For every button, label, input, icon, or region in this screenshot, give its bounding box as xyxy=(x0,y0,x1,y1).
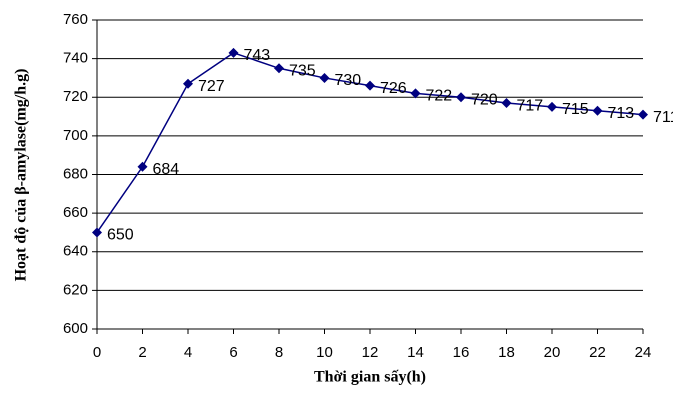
y-tick-label: 640 xyxy=(63,243,88,260)
marker xyxy=(92,227,102,238)
value-label: 722 xyxy=(426,88,453,105)
x-tick-label: 6 xyxy=(229,344,237,361)
y-tick-label: 660 xyxy=(63,204,88,221)
value-label: 684 xyxy=(153,161,180,178)
x-tick-label: 10 xyxy=(316,344,333,361)
x-tick-label: 16 xyxy=(453,344,470,361)
x-tick-label: 22 xyxy=(589,344,606,361)
value-label: 711 xyxy=(653,109,673,126)
value-label: 720 xyxy=(471,91,498,108)
y-tick-label: 740 xyxy=(63,50,88,67)
marker xyxy=(319,72,330,83)
marker xyxy=(410,88,421,99)
value-label: 730 xyxy=(335,72,362,89)
value-label: 743 xyxy=(244,47,271,64)
marker xyxy=(592,105,603,116)
value-label: 650 xyxy=(107,227,134,244)
x-tick-label: 2 xyxy=(138,344,146,361)
marker xyxy=(638,109,648,120)
marker xyxy=(365,80,375,91)
value-label: 735 xyxy=(289,63,316,80)
x-tick-label: 12 xyxy=(362,344,379,361)
y-tick-label: 760 xyxy=(63,11,88,28)
x-tick-label: 0 xyxy=(93,344,101,361)
x-tick-label: 24 xyxy=(635,344,652,361)
x-tick-label: 18 xyxy=(498,344,515,361)
marker xyxy=(228,47,239,58)
marker xyxy=(456,92,466,103)
x-tick-label: 4 xyxy=(184,344,192,361)
y-tick-label: 600 xyxy=(63,320,88,337)
x-tick-label: 8 xyxy=(275,344,283,361)
value-label: 726 xyxy=(380,80,407,97)
marker xyxy=(501,98,512,109)
y-axis-title: Hoạt độ của β-amylase(mg/h.g) xyxy=(13,69,30,282)
y-tick-label: 700 xyxy=(63,127,88,144)
line xyxy=(96,52,644,233)
marker xyxy=(547,101,557,112)
x-axis-title: Thời gian sấy(h) xyxy=(314,369,426,386)
x-tick-label: 20 xyxy=(544,344,561,361)
value-label: 715 xyxy=(562,101,589,118)
marker xyxy=(274,63,284,74)
x-tick-label: 14 xyxy=(407,344,424,361)
marker xyxy=(183,78,193,89)
marker xyxy=(137,161,148,172)
value-label: 727 xyxy=(198,78,225,95)
value-label: 713 xyxy=(608,105,635,122)
y-tick-label: 620 xyxy=(63,281,88,298)
value-label: 717 xyxy=(517,97,544,114)
y-tick-label: 680 xyxy=(63,165,88,182)
y-tick-label: 720 xyxy=(63,88,88,105)
